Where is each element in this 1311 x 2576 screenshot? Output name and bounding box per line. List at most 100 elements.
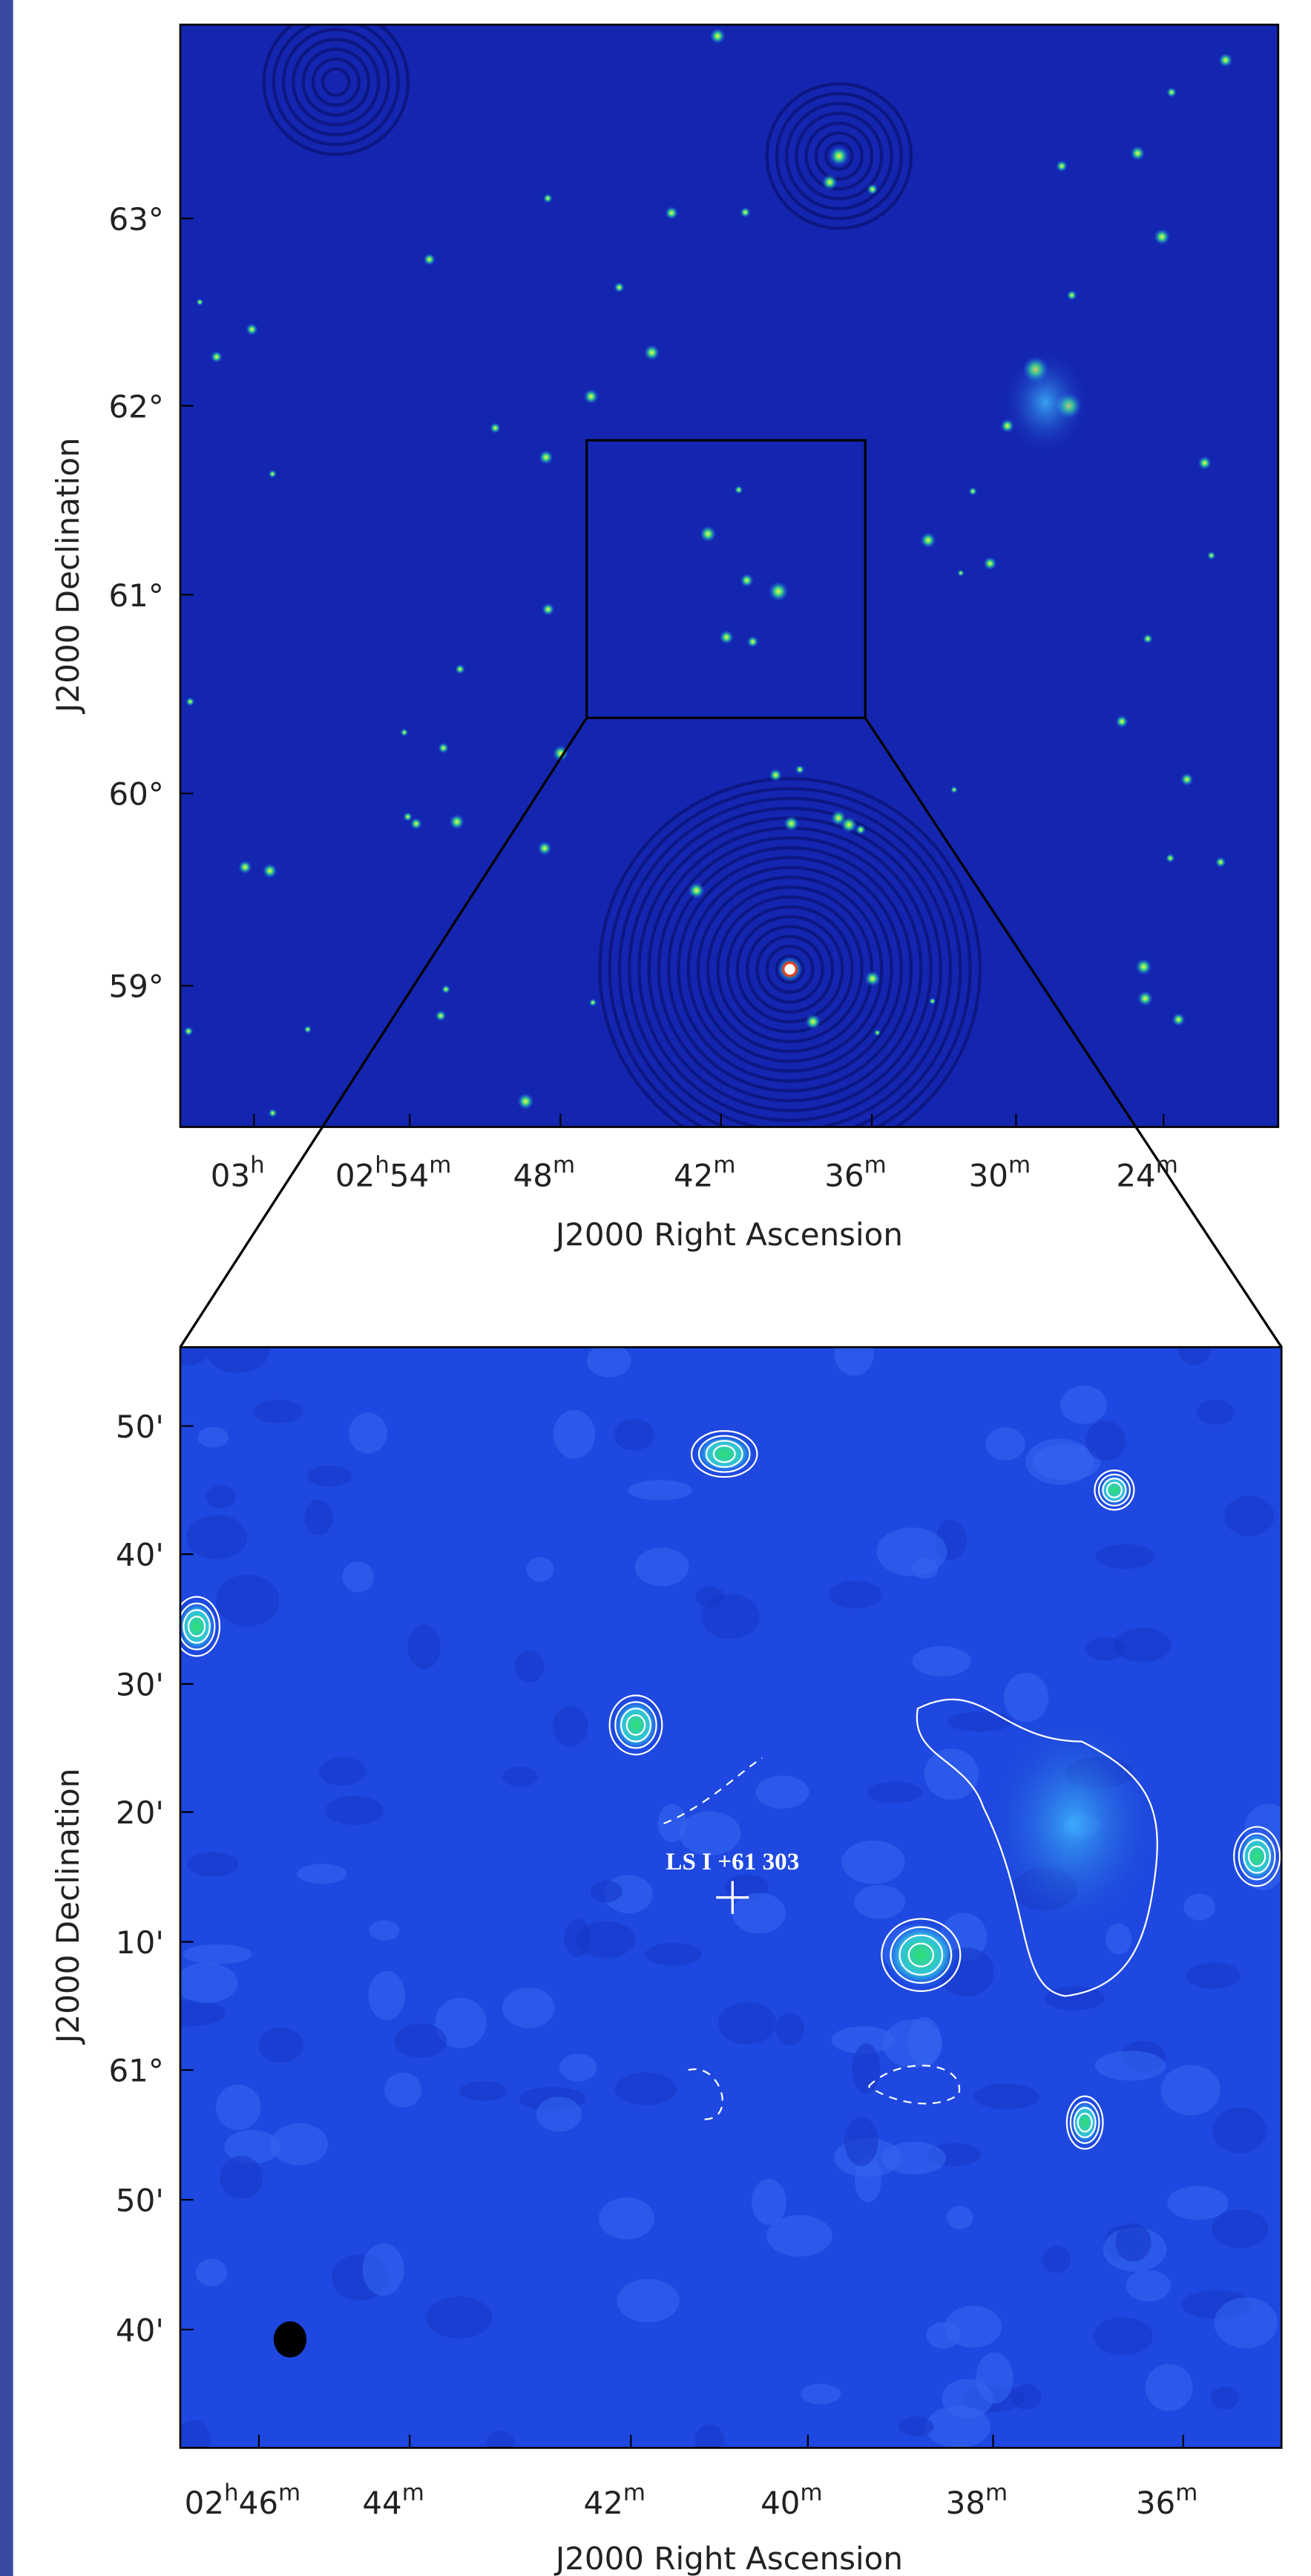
contour [881, 1918, 962, 1993]
noise-blob [617, 2278, 680, 2323]
contour [187, 1616, 206, 1637]
noise-blob [306, 1465, 352, 1487]
radio-source [1172, 1012, 1186, 1026]
noise-blob [304, 1499, 333, 1536]
diffuse-emission [983, 1708, 1164, 1939]
top-image [180, 24, 1278, 1127]
noise-blob [985, 1427, 1025, 1461]
noise-blob [679, 1811, 741, 1856]
x-tick-label: 44m [362, 2480, 424, 2521]
noise-blob [775, 2013, 805, 2045]
noise-blob [459, 2081, 507, 2101]
y-tick-label: 40' [116, 2312, 164, 2348]
contour [1097, 1473, 1131, 1507]
radio-source [821, 174, 838, 191]
radio-source [1056, 160, 1068, 172]
sidelobe-ring [686, 865, 893, 1073]
sidelobe-ring [657, 836, 923, 1103]
radio-source [740, 574, 754, 588]
noise-blob [947, 1711, 1013, 1732]
noise-blob [435, 1997, 487, 2048]
x-tick-label: 36m [1136, 2480, 1198, 2521]
noise-blob [614, 1418, 654, 1451]
bottom-frame [179, 1346, 1283, 2449]
contour [663, 1757, 763, 2120]
radio-source [185, 697, 195, 707]
contour [712, 1444, 736, 1464]
sidelobe-ring [775, 91, 904, 220]
sidelobe-ring [795, 111, 884, 201]
contour [183, 1609, 211, 1644]
radio-source [1154, 229, 1170, 245]
noise-blob [515, 1650, 545, 1682]
y-tick-label: 50' [116, 1409, 164, 1445]
noise-blob [732, 1892, 786, 1934]
radio-source [183, 1026, 194, 1036]
y-tick-label: 40' [116, 1537, 164, 1573]
noise-blob [755, 1775, 809, 1809]
zoom-box [585, 439, 867, 720]
noise-blob [973, 2083, 1039, 2110]
noise-blob [657, 1803, 687, 1843]
radio-source [449, 814, 465, 830]
noise-blob [1212, 2107, 1267, 2154]
noise-blob [1032, 1444, 1101, 1481]
x-tick-label: 02h46m [185, 2480, 300, 2521]
noise-blob [526, 1556, 554, 1582]
radio-source [403, 812, 413, 822]
noise-blob [216, 1574, 280, 1627]
radio-source [864, 971, 881, 987]
noise-blob [559, 2054, 597, 2082]
radio-source [795, 764, 805, 775]
noise-blob [1095, 1544, 1155, 1570]
sidelobe-ring [281, 27, 390, 137]
noise-blob [195, 2258, 228, 2287]
sidelobe-ring [598, 777, 982, 1127]
x-tick-label: 24m [1116, 1152, 1178, 1193]
noise-blob [1085, 1636, 1126, 1661]
noise-blob [180, 1962, 238, 2003]
noise-blob [394, 2023, 447, 2058]
sidelobe-ring [745, 925, 835, 1014]
noise-blob [1178, 1347, 1211, 1366]
noise-blob [829, 1580, 882, 1609]
noise-blob [502, 1766, 538, 1787]
radio-source [1137, 991, 1153, 1006]
x-tick-label: 30m [969, 1152, 1031, 1193]
noise-blob [628, 1480, 693, 1501]
noise-blob [1212, 2209, 1269, 2249]
sidelobe-ring [292, 37, 381, 127]
noise-blob [1126, 2269, 1171, 2302]
contour [1077, 2112, 1093, 2133]
y-axis-label: J2000 Declination [50, 1769, 86, 2045]
noise-blob [1186, 1962, 1241, 1989]
sidelobe-ring [311, 57, 361, 107]
y-tick-label: 60° [109, 776, 164, 813]
noise-blob [924, 1749, 979, 1800]
source [1237, 1830, 1277, 1883]
radio-source [867, 183, 878, 195]
contour [620, 1708, 651, 1743]
noise-blob [536, 2097, 582, 2132]
noise-blob [717, 2002, 776, 2045]
y-tick-label: 20' [116, 1795, 164, 1831]
radio-source [983, 557, 997, 571]
noise-blob [766, 2215, 832, 2257]
noise-blob [1145, 2364, 1193, 2411]
noise-blob [369, 1920, 400, 1941]
radio-source [709, 28, 726, 45]
bright-core [782, 961, 798, 977]
noise-blob [1060, 1385, 1108, 1424]
radio-source [929, 997, 936, 1005]
radio-source [805, 1014, 821, 1030]
noise-blob [270, 2123, 329, 2166]
bright-source [829, 146, 850, 166]
noise-blob [694, 2424, 725, 2448]
sidelobe-ring [726, 905, 854, 1034]
radio-source [1143, 633, 1153, 644]
sidelobe-ring [804, 121, 874, 191]
sidelobe-ring [765, 944, 815, 994]
sidelobe-ring [784, 102, 893, 211]
noise-blob [854, 2155, 882, 2203]
contour [608, 1694, 663, 1756]
